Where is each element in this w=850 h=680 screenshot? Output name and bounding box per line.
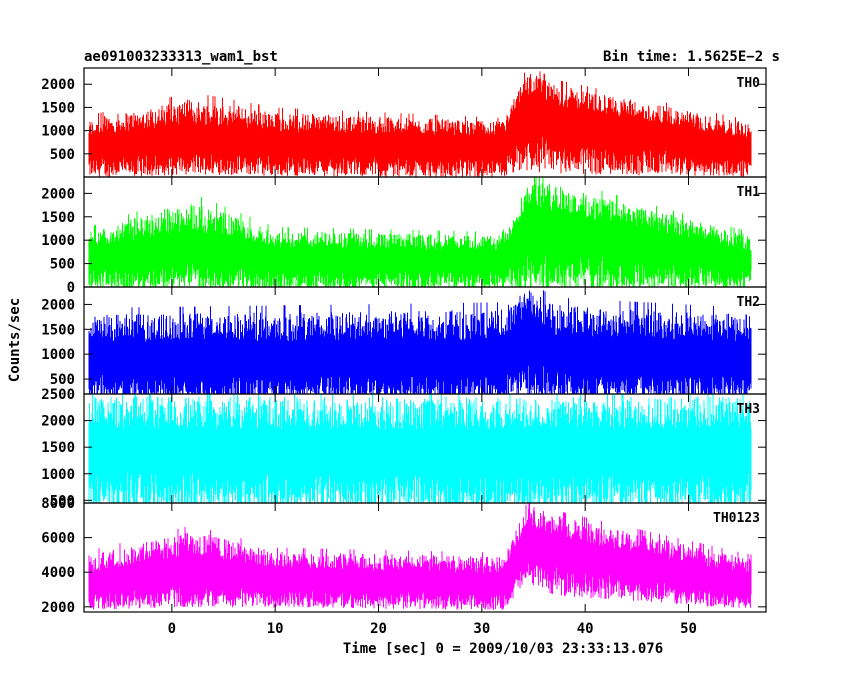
series-th1 [88, 177, 752, 287]
y-tick-label: 8000 [41, 496, 75, 512]
x-tick-label: 20 [370, 621, 387, 637]
y-tick-label: 2000 [41, 77, 75, 93]
y-tick-label: 500 [50, 147, 75, 163]
panel-name-th0: TH0 [737, 76, 761, 91]
bin-time-label: Bin time: 1.5625E−2 s [603, 49, 780, 65]
x-axis-title: Time [sec] 0 = 2009/10/03 23:33:13.076 [343, 641, 663, 657]
series-th0 [88, 71, 752, 177]
panel-name-th0123: TH0123 [713, 511, 760, 526]
y-tick-label: 2000 [41, 600, 75, 616]
y-tick-label: 500 [50, 372, 75, 388]
panel-name-th3: TH3 [737, 402, 760, 417]
y-tick-label: 0 [67, 280, 75, 296]
panel-th1: 0 500 1000 1500 2000 TH1 [41, 176, 767, 296]
x-tick-label: 40 [577, 621, 594, 637]
series-th0123 [88, 503, 752, 610]
y-tick-label: 2000 [41, 186, 75, 202]
x-tick-label: 30 [473, 621, 490, 637]
panel-th3: 500 1000 1500 2000 2500 TH3 [41, 387, 767, 509]
y-tick-label: 1000 [41, 233, 75, 249]
y-tick-label: 1500 [41, 100, 75, 116]
y-tick-label: 2000 [41, 297, 75, 313]
panel-th0: 500 1000 1500 2000 TH0 [41, 67, 767, 178]
y-tick-label: 6000 [41, 531, 75, 547]
panel-frame [83, 502, 767, 613]
y-tick-label: 1500 [41, 440, 75, 456]
x-tick-label: 50 [680, 621, 697, 637]
y-tick-label: 1000 [41, 124, 75, 140]
y-tick-label: 4000 [41, 565, 75, 581]
y-tick-label: 1500 [41, 210, 75, 226]
y-tick-label: 1500 [41, 322, 75, 338]
y-tick-label: 2500 [41, 387, 75, 403]
series-th3 [88, 394, 752, 503]
chart-title: ae091003233313_wam1_bst [84, 49, 278, 65]
y-tick-label: 1000 [41, 467, 75, 483]
panel-th2: 500 1000 1500 2000 TH2 [41, 286, 767, 395]
y-tick-label: 2000 [41, 414, 75, 430]
x-tick-label: 10 [267, 621, 284, 637]
panel-name-th2: TH2 [737, 295, 760, 310]
panel-name-th1: TH1 [737, 185, 761, 200]
x-tick-label: 0 [168, 621, 176, 637]
y-tick-label: 500 [50, 257, 75, 273]
y-tick-label: 1000 [41, 347, 75, 363]
y-tick-label: 500 [50, 493, 75, 509]
y-axis-title: Counts/sec [7, 298, 23, 382]
panel-th0123: 2000 4000 6000 8000 TH0123 [41, 496, 767, 616]
series-th2 [88, 290, 752, 394]
